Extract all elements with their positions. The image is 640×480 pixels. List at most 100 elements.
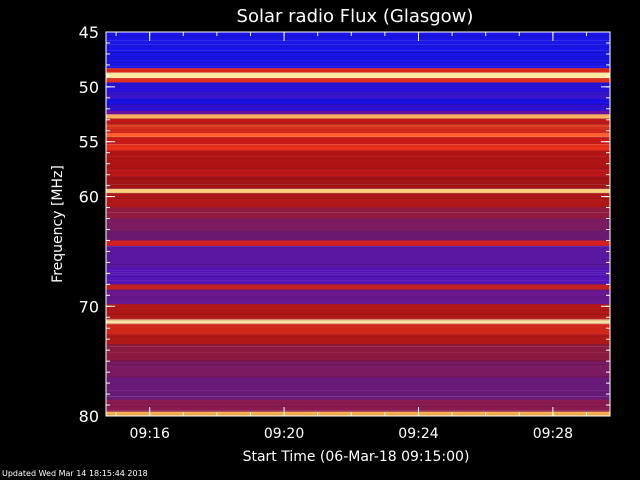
noise-line: [106, 62, 610, 63]
noise-line: [106, 198, 610, 199]
noise-line: [106, 168, 610, 169]
noise-line: [106, 128, 610, 129]
noise-line: [106, 344, 610, 345]
noise-line: [106, 178, 610, 179]
noise-line: [106, 46, 610, 47]
spectrogram-plot: [106, 32, 610, 416]
frequency-band: [106, 68, 610, 73]
y-tick-label: 70: [79, 297, 99, 316]
noise-line: [106, 272, 610, 273]
frequency-band: [106, 78, 610, 83]
noise-line: [106, 300, 610, 301]
chart-title: Solar radio Flux (Glasgow): [237, 6, 474, 27]
noise-line: [106, 298, 610, 299]
y-tick-label: 60: [79, 188, 99, 207]
frequency-band: [106, 32, 610, 69]
x-tick-label: 09:24: [398, 426, 438, 442]
frequency-band: [106, 284, 610, 290]
noise-line: [106, 146, 610, 147]
frequency-band: [106, 267, 610, 285]
frequency-band: [106, 132, 610, 138]
noise-line: [106, 410, 610, 411]
frequency-band: [106, 240, 610, 246]
noise-line: [106, 364, 610, 365]
noise-line: [106, 44, 610, 45]
noise-line: [106, 72, 610, 73]
y-tick-label: 45: [79, 23, 99, 42]
noise-line: [106, 106, 610, 107]
noise-line: [106, 50, 610, 51]
noise-line: [106, 396, 610, 397]
noise-line: [106, 174, 610, 175]
noise-line: [106, 192, 610, 193]
noise-line: [106, 144, 610, 145]
noise-line: [106, 402, 610, 403]
frequency-band: [106, 188, 610, 194]
frequency-band: [106, 137, 610, 144]
noise-line: [106, 296, 610, 297]
noise-line: [106, 290, 610, 291]
noise-line: [106, 86, 610, 87]
noise-line: [106, 414, 610, 415]
noise-line: [106, 172, 610, 173]
noise-line: [106, 324, 610, 325]
noise-line: [106, 346, 610, 347]
noise-line: [106, 156, 610, 157]
frequency-band: [106, 169, 610, 177]
noise-line: [106, 264, 610, 265]
noise-line: [106, 310, 610, 311]
noise-line: [106, 274, 610, 275]
frequency-band: [106, 289, 610, 305]
noise-line: [106, 276, 610, 277]
frequency-band: [106, 399, 610, 412]
x-tick-label: 09:16: [130, 426, 170, 442]
y-tick-label: 80: [79, 407, 99, 426]
noise-line: [106, 314, 610, 315]
noise-line: [106, 406, 610, 407]
noise-line: [106, 158, 610, 159]
noise-line: [106, 40, 610, 41]
frequency-band: [106, 361, 610, 378]
noise-line: [106, 52, 610, 53]
frequency-band: [106, 104, 610, 111]
noise-line: [106, 56, 610, 57]
noise-line: [106, 94, 610, 95]
frequency-band: [106, 319, 610, 324]
noise-line: [106, 318, 610, 319]
noise-line: [106, 84, 610, 85]
noise-line: [106, 392, 610, 393]
y-axis-label: Frequency [MHz]: [50, 165, 66, 283]
noise-line: [106, 166, 610, 167]
frequency-band: [106, 92, 610, 99]
noise-line: [106, 36, 610, 37]
x-axis-label: Start Time (06-Mar-18 09:15:00): [243, 449, 470, 465]
y-tick-label: 55: [79, 133, 99, 152]
noise-line: [106, 184, 610, 185]
noise-line: [106, 68, 610, 69]
frequency-band: [106, 245, 610, 268]
frequency-band: [106, 114, 610, 119]
noise-line: [106, 124, 610, 125]
noise-line: [106, 336, 610, 337]
y-tick-label: 50: [79, 78, 99, 97]
noise-line: [106, 270, 610, 271]
noise-line: [106, 188, 610, 189]
frequency-band: [106, 124, 610, 128]
noise-line: [106, 196, 610, 197]
x-tick-label: 09:20: [264, 426, 304, 442]
updated-timestamp: Updated Wed Mar 14 18:15:44 2018: [2, 469, 148, 478]
noise-line: [106, 104, 610, 105]
noise-line: [106, 212, 610, 213]
x-tick-label: 09:28: [533, 426, 573, 442]
frequency-band: [106, 334, 610, 345]
noise-line: [106, 376, 610, 377]
frequency-band: [106, 304, 610, 320]
noise-line: [106, 58, 610, 59]
frequency-band: [106, 377, 610, 400]
frequency-band: [106, 150, 610, 170]
frequency-band: [106, 231, 610, 241]
plot-frame: [105, 31, 611, 417]
frequency-band: [106, 176, 610, 189]
frequency-band: [106, 344, 610, 362]
